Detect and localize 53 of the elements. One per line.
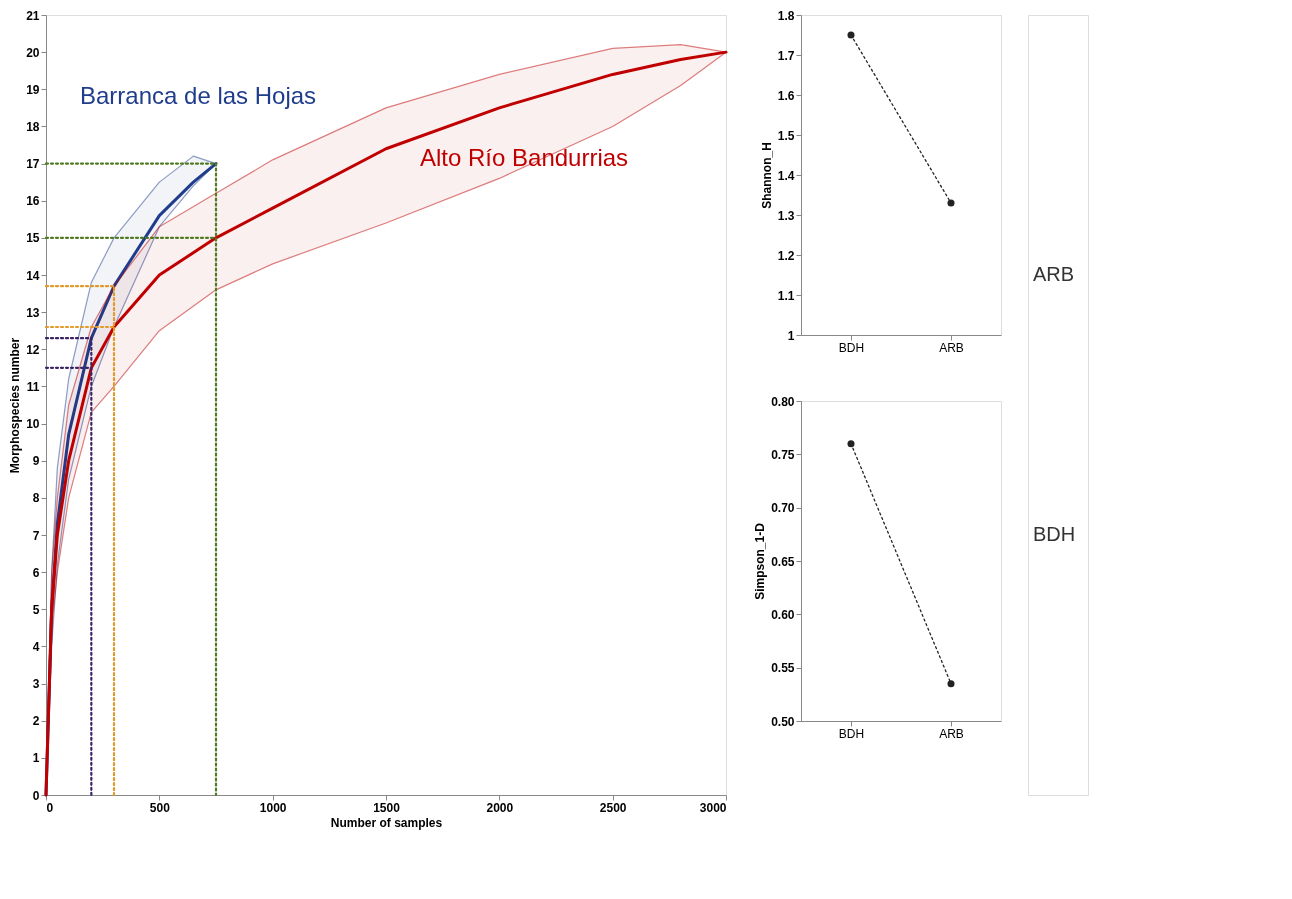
y-tick-label: 0.55 [771,661,795,676]
y-tick-label: 1.3 [777,208,795,223]
text: ARB [1033,263,1075,285]
y-tick-label: 1 [32,751,40,766]
y-tick-label: 21 [26,8,40,23]
y-axis-title: Shannon_H [759,142,774,209]
x-tick-label: 2000 [486,800,514,815]
text: BDH [1033,523,1076,545]
y-tick-label: 11 [26,379,40,394]
y-axis-title: Morphospecies number [8,337,23,474]
y-tick-label: 0.60 [771,607,795,622]
y-tick-label: 5 [32,602,40,617]
y-tick-label: 10 [26,417,40,432]
y-tick-label: 14 [26,268,40,283]
x-tick-label: 2500 [599,800,627,815]
y-tick-label: 20 [26,45,40,60]
x-tick-label: 500 [149,800,171,815]
y-tick-label: 0.50 [771,714,795,729]
y-tick-label: 6 [32,565,40,580]
y-tick-label: 1.8 [777,8,795,23]
y-tick-label: 1.7 [777,48,795,63]
x-axis-title: Number of samples [330,815,443,830]
y-tick-label: 7 [32,528,40,543]
y-axis-title: Simpson_1-D [753,522,768,600]
y-tick-label: 0.65 [771,554,795,569]
y-tick-label: 4 [32,639,40,654]
annotation: Barranca de las Hojas [80,81,317,109]
y-tick-label: 12 [26,342,40,357]
y-tick-label: 0.80 [771,394,795,409]
x-tick-label: 0 [46,800,54,815]
y-tick-label: 0.75 [771,447,795,462]
y-tick-label: 16 [26,194,40,209]
y-tick-label: 19 [26,82,40,97]
y-tick-label: 1.1 [777,288,795,303]
y-tick-label: 1.4 [777,168,795,183]
y-tick-label: 15 [26,231,40,246]
y-tick-label: 0.70 [771,501,795,516]
y-tick-label: 13 [26,305,40,320]
y-tick-label: 2 [32,714,40,729]
annotation: Alto Río Bandurrias [420,144,629,171]
y-tick-label: 18 [26,119,40,134]
y-tick-label: 3 [32,677,40,692]
x-tick-label: 1500 [373,800,401,815]
y-tick-label: 9 [32,454,40,469]
y-tick-label: 17 [26,157,40,172]
x-tick-label: 1000 [259,800,287,815]
y-tick-label: 1 [787,328,795,343]
x-tick-label: 3000 [699,800,727,815]
y-tick-label: 1.6 [777,88,795,103]
y-tick-label: 0 [32,788,40,803]
y-tick-label: 8 [32,491,40,506]
y-tick-label: 1.5 [777,128,795,143]
y-tick-label: 1.2 [777,248,795,263]
